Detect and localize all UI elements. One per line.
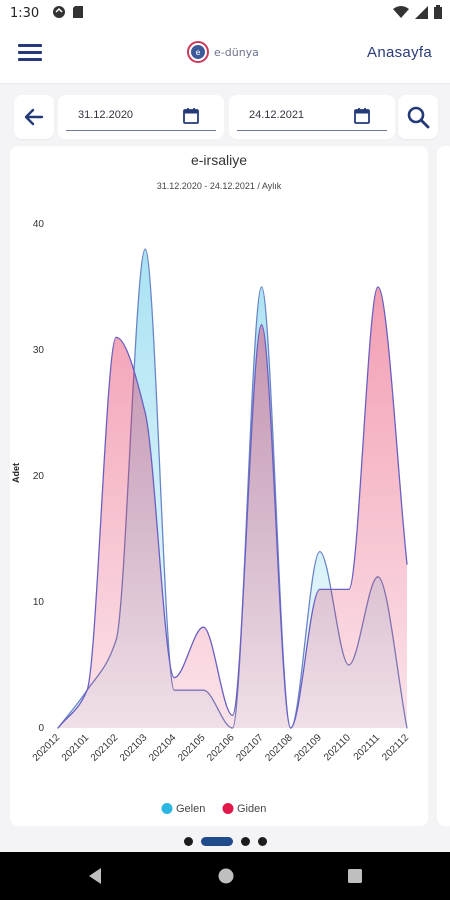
- y-tick-label: 0: [38, 723, 44, 734]
- svg-text:e: e: [196, 48, 201, 57]
- y-axis-label: Adet: [11, 463, 21, 483]
- page-dot[interactable]: [257, 836, 267, 846]
- x-tick-label: 202110: [322, 732, 353, 763]
- x-tick-label: 202107: [234, 732, 266, 764]
- calendar-icon[interactable]: [353, 107, 371, 125]
- status-time: 1:30: [10, 6, 40, 21]
- x-tick-label: 202111: [352, 732, 383, 763]
- battery-icon: [434, 5, 442, 19]
- calendar-icon[interactable]: [182, 107, 200, 125]
- point-giden-202103: [144, 412, 146, 414]
- end-date-value: 24.12.2021: [249, 109, 305, 121]
- y-tick-label: 30: [33, 345, 45, 356]
- point-gelen-202103: [144, 248, 146, 250]
- start-date-value: 31.12.2020: [78, 109, 134, 121]
- point-giden-202012: [57, 727, 59, 729]
- legend-marker-giden: [222, 803, 234, 814]
- point-giden-202111: [377, 286, 379, 288]
- logo: e e-dünya: [186, 40, 259, 64]
- x-tick-label: 202103: [118, 732, 150, 764]
- x-tick-label: 202106: [205, 732, 237, 764]
- x-tick-label: 202101: [60, 732, 92, 764]
- start-date-field[interactable]: 31.12.2020: [58, 95, 224, 139]
- point-giden-202104: [173, 677, 175, 679]
- point-giden-202109: [319, 588, 321, 590]
- chart-title: e-irsaliye: [190, 152, 247, 168]
- signal-icon: [415, 5, 428, 19]
- point-gelen-202109: [319, 551, 321, 553]
- system-nav-bar: [0, 852, 450, 900]
- home-nav-icon[interactable]: [216, 866, 236, 886]
- home-link[interactable]: Anasayfa: [367, 44, 432, 61]
- legend-marker-gelen: [161, 803, 173, 814]
- app-bar: e e-dünya Anasayfa: [0, 28, 450, 84]
- status-bar: 1:30: [0, 0, 450, 28]
- menu-button[interactable]: [14, 40, 46, 70]
- legend-label-gelen[interactable]: Gelen: [176, 803, 205, 815]
- chart-card: e-irsaliye 31.12.2020 - 24.12.2021 / Ayl…: [10, 146, 428, 826]
- next-card-peek: [437, 146, 450, 826]
- search-button[interactable]: [398, 95, 438, 139]
- back-button[interactable]: [14, 95, 54, 139]
- point-giden-202105: [202, 626, 205, 628]
- recents-nav-icon[interactable]: [346, 866, 364, 886]
- x-tick-label: 202012: [31, 732, 63, 764]
- x-tick-label: 202112: [380, 732, 411, 763]
- page-dot[interactable]: [240, 836, 250, 846]
- point-giden-202107: [260, 324, 263, 326]
- page-dot[interactable]: [183, 836, 193, 846]
- point-giden-202102: [115, 336, 117, 338]
- legend-label-giden[interactable]: Giden: [237, 803, 266, 815]
- x-tick-label: 202108: [263, 732, 295, 764]
- point-giden-202108: [290, 727, 292, 729]
- point-giden-202106: [231, 714, 234, 717]
- point-giden-202101: [86, 689, 88, 691]
- logo-icon: e: [187, 41, 209, 63]
- sync-icon: [53, 6, 65, 18]
- area-chart: 0 10 20 30 40 202012202101202102202103202104…: [11, 219, 411, 815]
- search-icon: [407, 106, 430, 129]
- point-gelen-202107: [260, 286, 263, 288]
- area-giden: [58, 287, 407, 728]
- x-tick-label: 202102: [89, 732, 121, 764]
- chart-subtitle: 31.12.2020 - 24.12.2021 / Aylık: [156, 181, 282, 191]
- point-giden-202112: [406, 563, 408, 565]
- wifi-icon: [393, 5, 409, 18]
- sd-card-icon: [73, 6, 83, 18]
- x-tick-label: 202109: [292, 732, 324, 764]
- logo-text: e-dünya: [214, 45, 259, 59]
- filter-row: 31.12.2020 24.12.2021: [0, 92, 450, 142]
- hamburger-menu-icon: [14, 44, 46, 61]
- x-tick-label: 202104: [147, 732, 179, 764]
- y-tick-label: 10: [33, 597, 45, 608]
- page-indicator: [0, 834, 450, 848]
- back-nav-icon[interactable]: [86, 866, 104, 886]
- x-tick-label: 202105: [176, 732, 208, 764]
- y-tick-label: 20: [33, 471, 45, 482]
- page-dot[interactable]: [200, 836, 233, 846]
- point-giden-202110: [348, 588, 350, 590]
- arrow-left-icon: [24, 108, 44, 126]
- end-date-field[interactable]: 24.12.2021: [229, 95, 395, 139]
- y-tick-label: 40: [33, 219, 45, 230]
